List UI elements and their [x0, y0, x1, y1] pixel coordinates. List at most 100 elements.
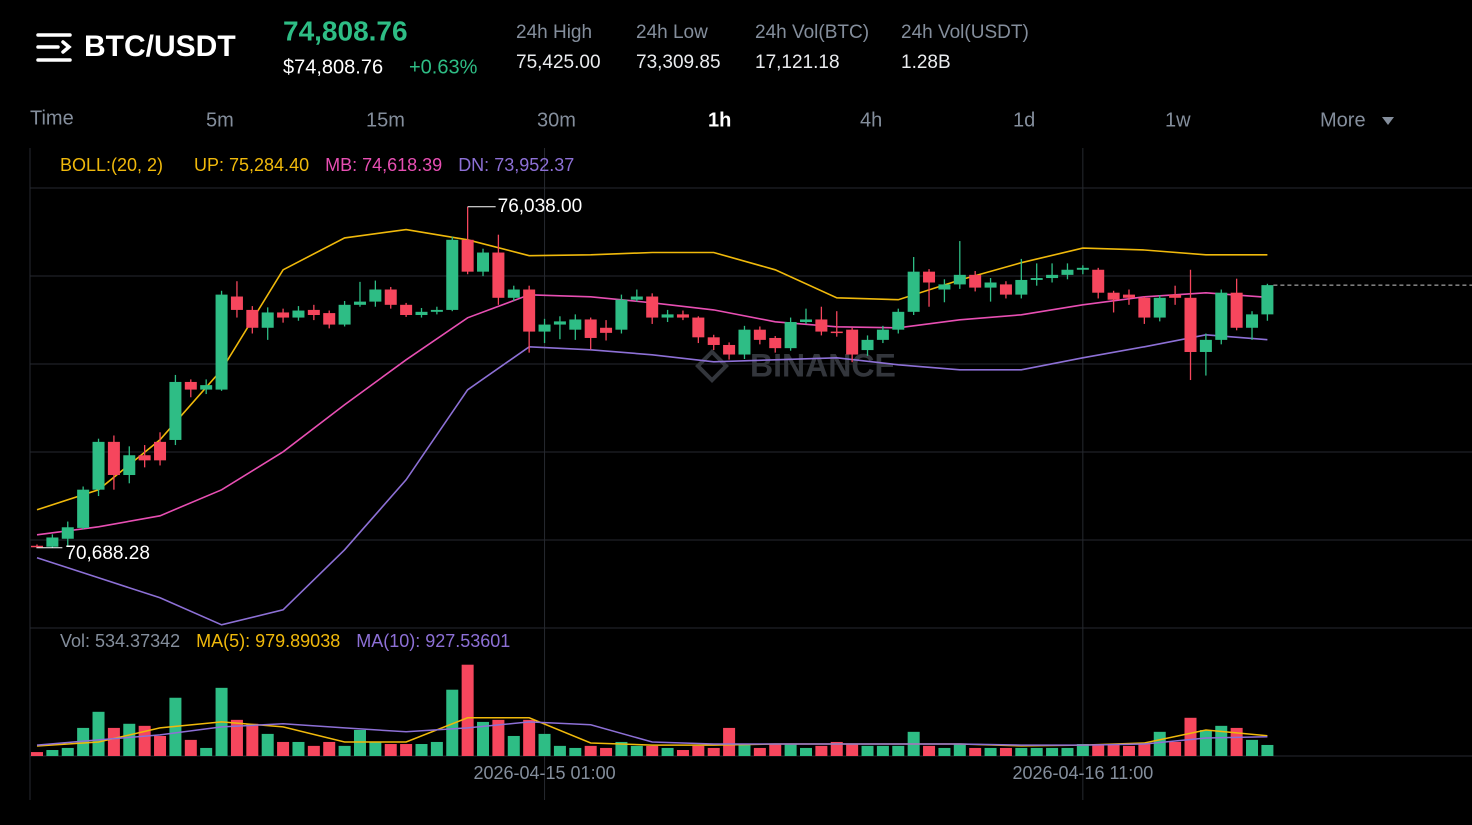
dropdown-arrow	[1382, 117, 1394, 125]
volume-bar	[384, 744, 397, 756]
ma-legend: MA(5): 979.89038	[196, 631, 340, 651]
volume-bar	[1092, 744, 1105, 756]
volume-bar	[723, 727, 736, 756]
volume-bar	[1169, 741, 1182, 756]
volume-bar	[984, 747, 997, 756]
candle-body	[338, 304, 351, 325]
interval-tab[interactable]: 1h	[708, 109, 731, 131]
symbol[interactable]: BTC/USDT	[84, 30, 236, 63]
volume-bar	[923, 745, 936, 756]
candle-body	[1046, 274, 1059, 279]
volume-bar	[1122, 745, 1135, 756]
candle-body	[738, 329, 751, 355]
volume-bar	[1199, 729, 1212, 756]
candle-body	[969, 274, 982, 288]
boll-legend: MB: 74,618.39	[325, 155, 442, 175]
candle-body	[1246, 314, 1259, 328]
boll-legend: DN: 73,952.37	[458, 155, 574, 175]
menu-icon[interactable]	[36, 33, 72, 62]
candle-body	[400, 304, 413, 316]
interval-tab[interactable]: 30m	[537, 109, 576, 131]
candle-body	[246, 309, 259, 328]
interval-tab[interactable]: 15m	[366, 109, 405, 131]
price-change: +0.63%	[409, 56, 478, 78]
candle-body	[815, 319, 828, 332]
candle-body	[77, 489, 90, 528]
volume-bar	[938, 747, 951, 756]
x-tick-label: 2026-04-16 11:00	[1012, 763, 1153, 783]
boll-line	[36, 228, 1268, 511]
volume-bar	[600, 747, 613, 756]
candle-body	[892, 311, 905, 330]
candle-body	[1092, 269, 1105, 293]
interval-tab[interactable]: Time	[30, 107, 74, 129]
volume-bar	[323, 741, 336, 756]
stat-value: 1.28B	[901, 52, 951, 73]
candle-body	[1107, 292, 1120, 300]
interval-tab[interactable]: 4h	[860, 109, 882, 131]
volume-bar	[1246, 739, 1259, 756]
volume-bar	[615, 741, 628, 756]
candle-body	[753, 329, 766, 340]
candle-body	[984, 282, 997, 288]
volume-bar	[830, 741, 843, 756]
candle-body	[646, 296, 659, 318]
interval-tab[interactable]: 5m	[206, 109, 234, 131]
volume-bar	[277, 741, 290, 756]
volume-bar	[461, 664, 474, 756]
interval-tab[interactable]: 1w	[1165, 109, 1191, 131]
watermark-icon	[695, 349, 729, 383]
candle-body	[1061, 269, 1074, 275]
candle-body	[1122, 294, 1135, 298]
interval-tab[interactable]: More	[1320, 109, 1366, 131]
volume-bar	[292, 741, 305, 756]
stat-value: 75,425.00	[516, 52, 601, 73]
volume-bar	[707, 747, 720, 756]
interval-tab[interactable]: 1d	[1013, 109, 1035, 131]
candle-body	[230, 296, 243, 310]
candle-body	[1138, 297, 1151, 318]
watermark: BINANCE	[750, 347, 896, 383]
volume-bar	[784, 744, 797, 756]
volume-bar	[1061, 747, 1074, 756]
watermark-diamond	[695, 349, 729, 383]
volume-bar	[415, 744, 428, 756]
candle-body	[538, 324, 551, 332]
volume-bar	[246, 723, 259, 756]
volume-bar	[430, 741, 443, 756]
candle-body	[154, 441, 167, 461]
candle-body	[584, 319, 597, 338]
candle-body	[615, 299, 628, 330]
volume-bar	[1030, 747, 1043, 756]
volume-bar	[861, 745, 874, 756]
volume-bar	[646, 745, 659, 756]
candle-body	[1230, 292, 1243, 328]
volume-bar	[307, 745, 320, 756]
volume-bar	[61, 747, 74, 756]
volume-bar	[876, 745, 889, 756]
volume-bar	[661, 747, 674, 756]
candle-body	[600, 327, 613, 333]
candle-body	[1261, 285, 1274, 315]
volume-bar	[107, 727, 120, 756]
volume-bar	[692, 745, 705, 756]
volume-bar	[538, 733, 551, 756]
volume-bar	[969, 747, 982, 756]
candle-body	[938, 284, 951, 290]
volume-bar	[184, 739, 197, 756]
candle-body	[46, 537, 59, 547]
candle-body	[953, 274, 966, 285]
candle-body	[323, 313, 336, 325]
candle-body	[384, 289, 397, 305]
volume-bar	[1046, 747, 1059, 756]
candle-body	[523, 289, 536, 332]
volume-bar	[953, 744, 966, 756]
volume-bar	[492, 719, 505, 756]
candle-body	[1015, 279, 1028, 295]
boll-line	[36, 333, 1268, 626]
candle-body	[507, 289, 520, 298]
volume-bar	[1076, 744, 1089, 756]
volume-bar	[230, 719, 243, 756]
